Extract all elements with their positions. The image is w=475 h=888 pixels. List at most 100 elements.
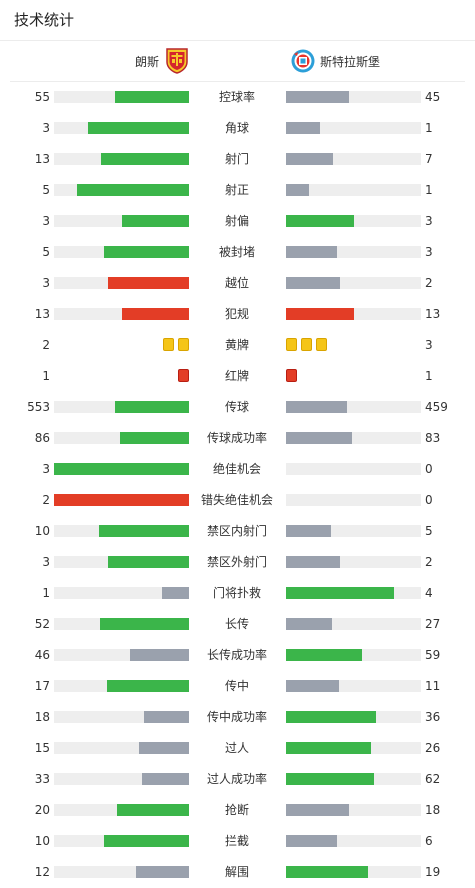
away-stat-bar-fill (286, 401, 347, 413)
away-stat-value: 19 (425, 865, 441, 879)
away-stat-value: 36 (425, 710, 441, 724)
stat-row: 12 解围 19 (0, 856, 475, 887)
away-stat-bar (286, 587, 421, 599)
stat-row: 17 传中 11 (0, 670, 475, 701)
home-stat-value: 46 (34, 648, 50, 662)
away-stat-bar-fill (286, 308, 354, 320)
home-stat-bar-fill (144, 711, 189, 723)
home-stat-bar (54, 587, 189, 599)
home-yellow-cards (163, 338, 189, 351)
away-stat-bar-fill (286, 153, 334, 165)
stat-row: 33 过人成功率 62 (0, 763, 475, 794)
away-stat-bar (286, 308, 421, 320)
stat-label: 长传 (224, 617, 249, 631)
home-stat-value: 2 (42, 493, 50, 507)
home-stat-value: 20 (34, 803, 50, 817)
stat-row: 1 门将扑救 4 (0, 577, 475, 608)
home-stat-bar (54, 773, 189, 785)
yellow-card-icon (301, 338, 312, 351)
away-stat-value: 2 (425, 555, 433, 569)
home-stat-bar (54, 277, 189, 289)
home-stat-value: 52 (34, 617, 50, 631)
away-stat-bar (286, 432, 421, 444)
stat-label: 禁区内射门 (206, 524, 267, 538)
page-title: 技术统计 (14, 11, 75, 29)
away-stat-value: 11 (425, 679, 441, 693)
home-stat-value: 10 (34, 834, 50, 848)
stat-row: 3 禁区外射门 2 (0, 546, 475, 577)
away-stat-bar-fill (286, 618, 332, 630)
away-stat-bar (286, 91, 421, 103)
home-stat-value: 10 (34, 524, 50, 538)
home-stat-bar-fill (103, 246, 189, 258)
stat-label: 传球 (224, 400, 249, 414)
home-stat-value: 1 (42, 586, 50, 600)
home-stat-bar (54, 680, 189, 692)
stat-label: 角球 (224, 121, 249, 135)
home-stat-bar (54, 91, 189, 103)
stat-label: 射正 (224, 183, 249, 197)
stat-label: 门将扑救 (212, 586, 261, 600)
away-team-header: 斯特拉斯堡 (291, 48, 380, 74)
stat-row: 15 过人 26 (0, 732, 475, 763)
stat-label: 传球成功率 (206, 431, 267, 445)
home-stat-value: 13 (34, 307, 50, 321)
home-stat-bar (54, 711, 189, 723)
home-stat-value: 86 (34, 431, 50, 445)
home-stat-bar (54, 618, 189, 630)
home-stat-value: 3 (42, 121, 50, 135)
home-stat-value: 3 (42, 555, 50, 569)
home-stat-bar (54, 866, 189, 878)
home-stat-value: 2 (42, 338, 50, 352)
away-stat-bar-fill (286, 91, 350, 103)
away-stat-bar (286, 804, 421, 816)
stat-row: 1 红牌 1 (0, 360, 475, 391)
home-stat-value: 3 (42, 214, 50, 228)
away-stat-value: 1 (425, 369, 433, 383)
home-stat-bar (54, 401, 189, 413)
away-stat-bar (286, 153, 421, 165)
rc-strasbourg-crest-icon (291, 49, 315, 73)
home-stat-bar-fill (121, 215, 189, 227)
home-stat-bar-fill (99, 618, 189, 630)
home-stat-bar-fill (117, 804, 189, 816)
home-stat-bar-fill (136, 866, 189, 878)
home-stat-value: 3 (42, 462, 50, 476)
stat-label: 传中成功率 (206, 710, 267, 724)
away-stat-bar (286, 649, 421, 661)
home-stat-bar (54, 649, 189, 661)
away-stat-value: 3 (425, 245, 433, 259)
away-stat-value: 59 (425, 648, 441, 662)
home-stat-bar-fill (54, 463, 189, 475)
home-stat-bar-fill (103, 835, 189, 847)
home-stat-bar-fill (129, 649, 189, 661)
away-stat-bar-fill (286, 432, 353, 444)
away-stat-bar (286, 866, 421, 878)
red-card-icon (178, 369, 189, 382)
away-stat-value: 459 (425, 400, 448, 414)
stat-label: 犯规 (224, 307, 249, 321)
away-stat-value: 62 (425, 772, 441, 786)
home-stat-bar (54, 215, 189, 227)
home-stat-bar (54, 804, 189, 816)
stat-row: 3 射偏 3 (0, 205, 475, 236)
home-stat-value: 5 (42, 245, 50, 259)
home-stat-bar (54, 463, 189, 475)
home-stat-bar-fill (162, 587, 189, 599)
rc-lens-crest-icon (166, 48, 188, 74)
away-yellow-cards (286, 338, 327, 351)
home-stat-value: 15 (34, 741, 50, 755)
home-stat-bar-fill (54, 494, 189, 506)
stat-label: 抢断 (224, 803, 249, 817)
home-stat-bar-fill (114, 401, 189, 413)
away-stat-value: 3 (425, 338, 433, 352)
stat-row: 18 传中成功率 36 (0, 701, 475, 732)
away-stat-bar-fill (286, 587, 394, 599)
home-stat-bar-fill (98, 525, 189, 537)
home-stat-bar-fill (141, 773, 189, 785)
away-stat-bar (286, 835, 421, 847)
home-stat-bar (54, 432, 189, 444)
away-stat-bar (286, 215, 421, 227)
away-stat-bar (286, 463, 421, 475)
home-stat-bar (54, 494, 189, 506)
